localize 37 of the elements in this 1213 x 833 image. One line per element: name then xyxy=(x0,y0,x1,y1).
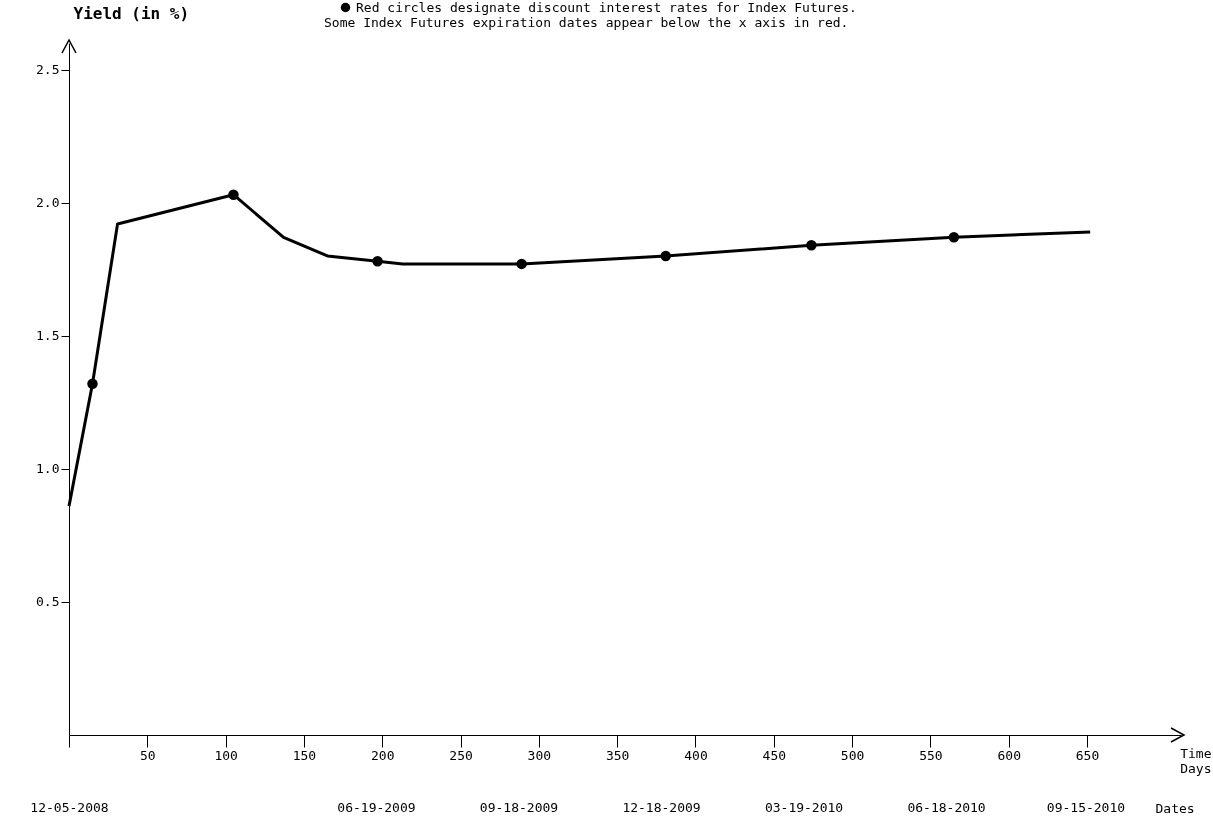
point xyxy=(516,258,527,270)
x-tick-label: 50 xyxy=(139,747,156,763)
x-tick-label: 550 xyxy=(919,747,943,763)
x-tick-label: 600 xyxy=(997,747,1021,763)
point xyxy=(87,378,98,389)
legend-label: Red circles designate discount interest rates for Index Futures. xyxy=(356,0,857,15)
x-tick-label: 250 xyxy=(449,747,473,763)
y-tick-label: 2.5 xyxy=(36,62,60,78)
x2-tick-label: 06-19-2009 xyxy=(337,799,416,815)
y-axis-title: Yield (in %) xyxy=(73,3,190,23)
x-tick-label: 500 xyxy=(840,747,865,763)
x-tick-label: 100 xyxy=(214,747,238,763)
x2-tick-label: 03-19-2010 xyxy=(764,799,844,815)
x2-tick-label: 09-18-2009 xyxy=(479,799,559,815)
y-tick-label: 2.0 xyxy=(36,195,60,211)
y-tick-label: 0.5 xyxy=(36,594,60,610)
point xyxy=(948,232,960,243)
point xyxy=(372,256,383,267)
x-tick-label: 200 xyxy=(371,747,395,763)
point xyxy=(660,250,671,262)
point xyxy=(806,240,817,251)
x2-tick-label: 12-18-2009 xyxy=(622,799,701,815)
x-axis-title: Time Days xyxy=(1180,745,1212,776)
point xyxy=(228,189,239,200)
x2-tick-label: 06-18-2010 xyxy=(907,799,986,815)
y-tick-label: 1.0 xyxy=(36,461,60,477)
x-tick-label: 400 xyxy=(684,747,708,763)
x-tick-label: 650 xyxy=(1075,747,1100,763)
x-tick-label: 150 xyxy=(292,747,317,763)
x2-tick-label: 12-05-2008 xyxy=(30,799,109,815)
text: Some Index Futures expiration dates appear below the x axis in red. xyxy=(324,15,849,30)
x2-axis-title: Dates xyxy=(1155,800,1195,816)
y-tick-label: 1.5 xyxy=(36,328,60,344)
x-tick-label: 350 xyxy=(605,747,630,763)
x-tick-label: 450 xyxy=(762,747,787,763)
x2-tick-label: 09-15-2010 xyxy=(1046,799,1126,815)
x-tick-label: 300 xyxy=(527,747,552,763)
